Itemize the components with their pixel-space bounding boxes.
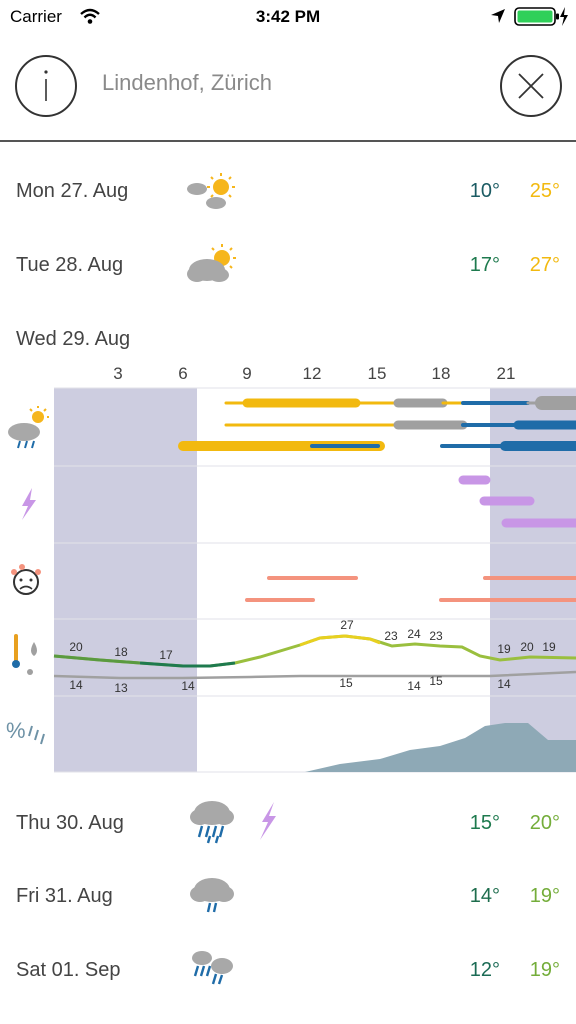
temp-label: 20 [69, 640, 83, 654]
hour-label: 12 [303, 364, 322, 383]
temperature-line-warm [299, 634, 381, 647]
lightning-icon [22, 488, 36, 520]
wifi-icon [80, 8, 100, 24]
temp-label: 19 [497, 642, 511, 656]
max-temp: 19° [529, 959, 560, 981]
min-temp: 10° [469, 180, 500, 202]
temp-label: 27 [340, 618, 354, 632]
location-arrow-icon [491, 9, 505, 23]
dew-label: 14 [69, 678, 83, 692]
temp-label: 18 [114, 645, 128, 659]
dew-label: 14 [497, 677, 511, 691]
location-input[interactable]: Lindenhof, Zürich [102, 70, 272, 95]
temp-label: 17 [159, 648, 173, 662]
svg-text:%: % [6, 718, 26, 743]
heavy-rain-icon [190, 801, 234, 844]
info-button[interactable] [15, 55, 77, 117]
min-temp: 15° [469, 812, 500, 834]
max-temp: 27° [529, 254, 560, 276]
temp-label: 19 [542, 640, 556, 654]
hourly-forecast-chart: 3 6 9 12 15 18 21 [6, 364, 576, 773]
temp-label: 23 [429, 629, 443, 643]
day-label[interactable]: Fri 31. Aug [16, 885, 113, 907]
rain-icon [190, 878, 234, 913]
search-header: Lindenhof, Zürich [0, 34, 576, 142]
day-label[interactable]: Thu 30. Aug [16, 812, 124, 834]
dewpoint-line [53, 670, 576, 680]
min-temp: 12° [469, 959, 500, 981]
dew-label: 14 [407, 679, 421, 693]
min-temp: 14° [469, 885, 500, 907]
clock: 3:42 PM [255, 7, 321, 26]
temperature-line-cool [53, 654, 141, 665]
precipitation-percent-icon: % [6, 718, 45, 745]
max-temp: 19° [529, 885, 560, 907]
temp-label: 20 [520, 640, 534, 654]
showers-icon [192, 951, 233, 985]
dew-label: 13 [114, 681, 128, 695]
temp-label: 24 [407, 627, 421, 641]
status-bar: Carrier 3:42 PM [0, 0, 576, 34]
day-label[interactable]: Mon 27. Aug [16, 180, 129, 202]
close-button[interactable] [500, 55, 562, 117]
partly-sunny-icon [187, 173, 235, 209]
battery-icon [514, 7, 568, 26]
close-icon [518, 73, 544, 99]
uv-bars [245, 576, 576, 602]
day-label-expanded[interactable]: Wed 29. Aug [16, 328, 131, 350]
dew-label: 15 [339, 676, 353, 690]
night-shade [54, 388, 197, 772]
min-temp: 17° [469, 254, 500, 276]
cloud-sun-icon [187, 244, 236, 282]
precipitation-area [305, 723, 576, 772]
hour-label: 21 [497, 364, 516, 383]
temperature-line-cool [139, 661, 236, 668]
hour-label: 6 [178, 364, 187, 383]
day-label[interactable]: Tue 28. Aug [16, 254, 124, 276]
temperature-icon [12, 634, 37, 675]
hour-label: 18 [432, 364, 451, 383]
weather-bars [178, 396, 576, 451]
lightning-icon [260, 802, 276, 840]
hour-label: 3 [113, 364, 122, 383]
temp-label: 23 [384, 629, 398, 643]
dew-label: 15 [429, 674, 443, 688]
weather-icon [8, 406, 49, 449]
uv-face-icon [11, 564, 41, 595]
hour-label: 15 [368, 364, 387, 383]
info-icon [44, 70, 48, 101]
max-temp: 25° [529, 180, 560, 202]
carrier-label: Carrier [10, 7, 62, 26]
max-temp: 20° [529, 812, 560, 834]
day-label[interactable]: Sat 01. Sep [16, 959, 121, 981]
dew-label: 14 [181, 679, 195, 693]
hour-label: 9 [242, 364, 251, 383]
lightning-bars [458, 475, 576, 528]
